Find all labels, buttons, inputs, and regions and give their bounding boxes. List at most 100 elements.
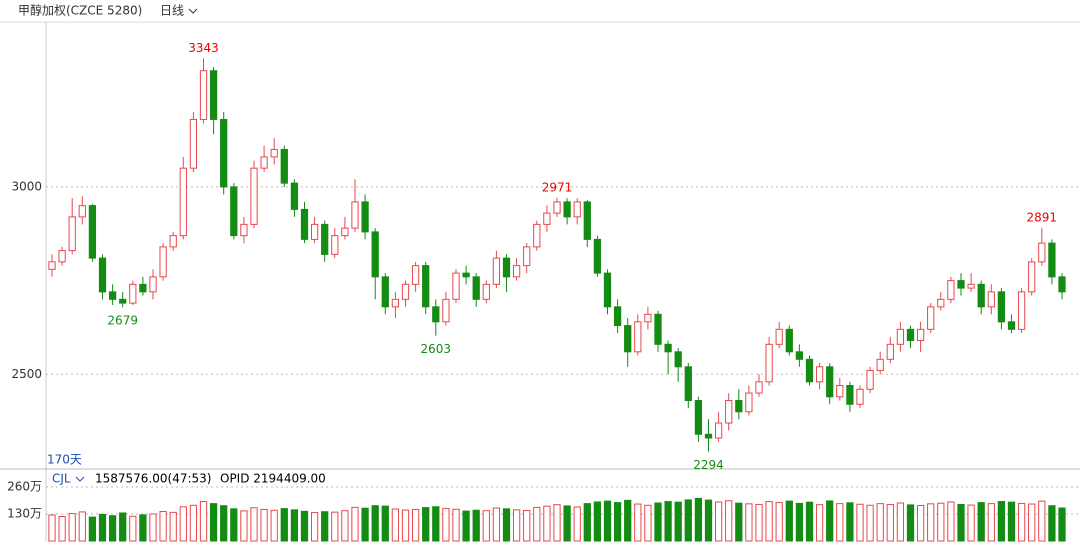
candle-body — [240, 223, 248, 237]
volume-bar — [1038, 500, 1046, 542]
volume-bar — [270, 509, 278, 542]
y-tick-label: 3000 — [11, 179, 42, 193]
volume-bar — [351, 506, 359, 542]
volume-bar — [694, 497, 703, 542]
candle-body — [846, 385, 854, 405]
candle-body — [78, 205, 86, 218]
volume-bar — [260, 508, 268, 542]
candle-body — [886, 343, 894, 360]
volume-bar — [785, 500, 793, 542]
volume-bar — [664, 501, 672, 542]
volume-bar — [563, 505, 571, 542]
candle-body — [644, 313, 652, 323]
period-selector[interactable]: 日线 — [160, 4, 184, 18]
volume-bar — [997, 501, 1006, 542]
candle-body — [341, 227, 349, 237]
candle-body — [755, 381, 763, 394]
volume-bar — [250, 507, 258, 542]
candle-body — [795, 351, 804, 360]
y-tick-label: 2500 — [11, 367, 42, 381]
candle-body — [230, 186, 238, 237]
volume-bar — [502, 508, 511, 542]
volume-bar — [189, 504, 198, 542]
volume-bar — [361, 507, 369, 542]
volume-bar — [1007, 501, 1016, 542]
candle-body — [260, 156, 268, 169]
volume-bar — [735, 502, 743, 542]
candle-body — [270, 148, 278, 158]
volume-tick-label: 130万 — [7, 507, 42, 521]
volume-bar — [674, 501, 682, 542]
candle-body — [664, 343, 672, 353]
volume-bar — [179, 506, 187, 542]
volume-bar — [401, 509, 410, 542]
candle-body — [826, 366, 834, 398]
volume-bar — [68, 513, 76, 542]
volume-bar — [220, 505, 228, 542]
candle-body — [533, 223, 541, 248]
volume-bar — [573, 506, 581, 542]
volume-bar — [371, 505, 379, 542]
low-annotation: 2294 — [693, 458, 724, 472]
volume-bar — [88, 516, 97, 542]
candle-body — [432, 306, 440, 323]
candle-body — [129, 283, 137, 304]
volume-bar — [836, 503, 844, 542]
candle-body — [684, 366, 692, 402]
candle-body — [785, 328, 793, 353]
volume-bar — [119, 512, 127, 542]
candle-body — [725, 400, 733, 424]
volume-bar — [775, 502, 783, 542]
volume-bar — [300, 510, 309, 542]
volume-bar — [1017, 502, 1026, 542]
low-annotation: 2603 — [421, 342, 452, 356]
volume-bar — [422, 507, 430, 542]
candle-body — [361, 201, 369, 233]
volume-bar — [411, 508, 420, 542]
candle-body — [472, 276, 480, 300]
volume-bar — [957, 503, 965, 542]
volume-bar — [947, 501, 955, 542]
candle-body — [916, 328, 925, 342]
volume-bar — [129, 515, 137, 542]
volume-bar — [230, 508, 238, 542]
candle-body — [422, 265, 430, 308]
volume-bar — [512, 509, 521, 542]
volume-bar — [987, 503, 995, 542]
volume-bar — [684, 499, 692, 542]
candle-body — [866, 370, 874, 390]
high-annotation: 2971 — [542, 180, 573, 194]
candle-body — [331, 235, 339, 255]
volume-bar — [1028, 503, 1036, 542]
candle-body — [603, 272, 612, 308]
chart-title: 甲醇加权(CZCE 5280) — [18, 3, 142, 18]
volume-bar — [1048, 505, 1056, 542]
volume-bar — [745, 503, 753, 542]
candle-body — [553, 201, 561, 214]
volume-bar — [704, 499, 713, 542]
candle-body — [613, 306, 622, 327]
volume-bar — [886, 503, 894, 542]
volume-bar — [149, 513, 157, 542]
candle-body — [442, 298, 450, 323]
oi-info: OPID 2194409.00 — [220, 472, 326, 486]
candle-body — [573, 201, 581, 218]
candle-body — [139, 283, 147, 293]
candle-body — [220, 118, 228, 188]
candle-body — [583, 201, 591, 240]
volume-bar — [58, 516, 66, 542]
volume-bar — [624, 499, 632, 542]
volume-bar — [714, 501, 723, 542]
volume-bar — [826, 500, 834, 542]
volume-label[interactable]: CJL — [52, 472, 71, 486]
candle-body — [321, 223, 329, 255]
candle-body — [280, 148, 288, 184]
candle-body — [502, 257, 511, 278]
candle-body — [957, 280, 965, 289]
volume-bar — [341, 510, 349, 542]
candle-body — [1058, 276, 1066, 293]
candle-body — [947, 280, 955, 300]
candle-body — [199, 70, 208, 120]
volume-bar — [603, 500, 612, 542]
